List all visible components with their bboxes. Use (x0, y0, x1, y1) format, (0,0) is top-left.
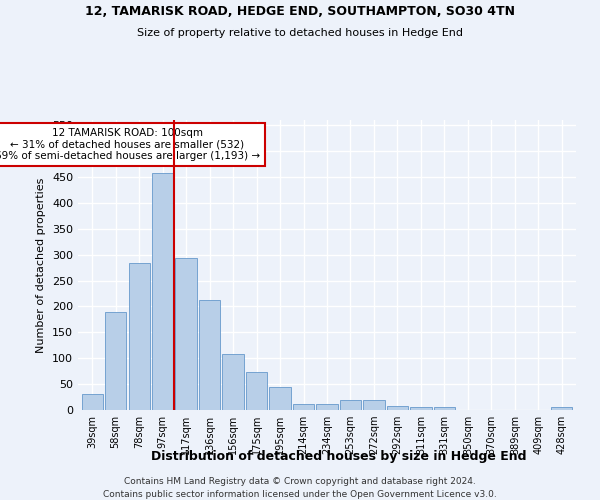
Bar (364, 400, 385, 410)
Text: Contains HM Land Registry data © Crown copyright and database right 2024.: Contains HM Land Registry data © Crown c… (124, 478, 476, 486)
Bar (316, 404, 338, 410)
Bar (128, 264, 149, 410)
Bar (410, 408, 431, 410)
Bar (551, 408, 572, 410)
Bar (340, 400, 361, 410)
Bar (82, 394, 103, 410)
Text: Size of property relative to detached houses in Hedge End: Size of property relative to detached ho… (137, 28, 463, 38)
Bar (223, 354, 244, 410)
Bar (246, 372, 267, 410)
Text: 12, TAMARISK ROAD, HEDGE END, SOUTHAMPTON, SO30 4TN: 12, TAMARISK ROAD, HEDGE END, SOUTHAMPTO… (85, 5, 515, 18)
Text: 12 TAMARISK ROAD: 100sqm
← 31% of detached houses are smaller (532)
69% of semi-: 12 TAMARISK ROAD: 100sqm ← 31% of detach… (0, 128, 260, 161)
Text: Distribution of detached houses by size in Hedge End: Distribution of detached houses by size … (151, 450, 527, 463)
Bar (152, 174, 173, 410)
Bar (434, 408, 455, 410)
Bar (175, 258, 197, 410)
Text: Contains public sector information licensed under the Open Government Licence v3: Contains public sector information licen… (103, 490, 497, 499)
Bar (387, 406, 408, 410)
Y-axis label: Number of detached properties: Number of detached properties (37, 178, 46, 352)
Bar (269, 386, 290, 410)
Bar (199, 300, 220, 410)
Bar (293, 404, 314, 410)
Bar (105, 312, 126, 410)
